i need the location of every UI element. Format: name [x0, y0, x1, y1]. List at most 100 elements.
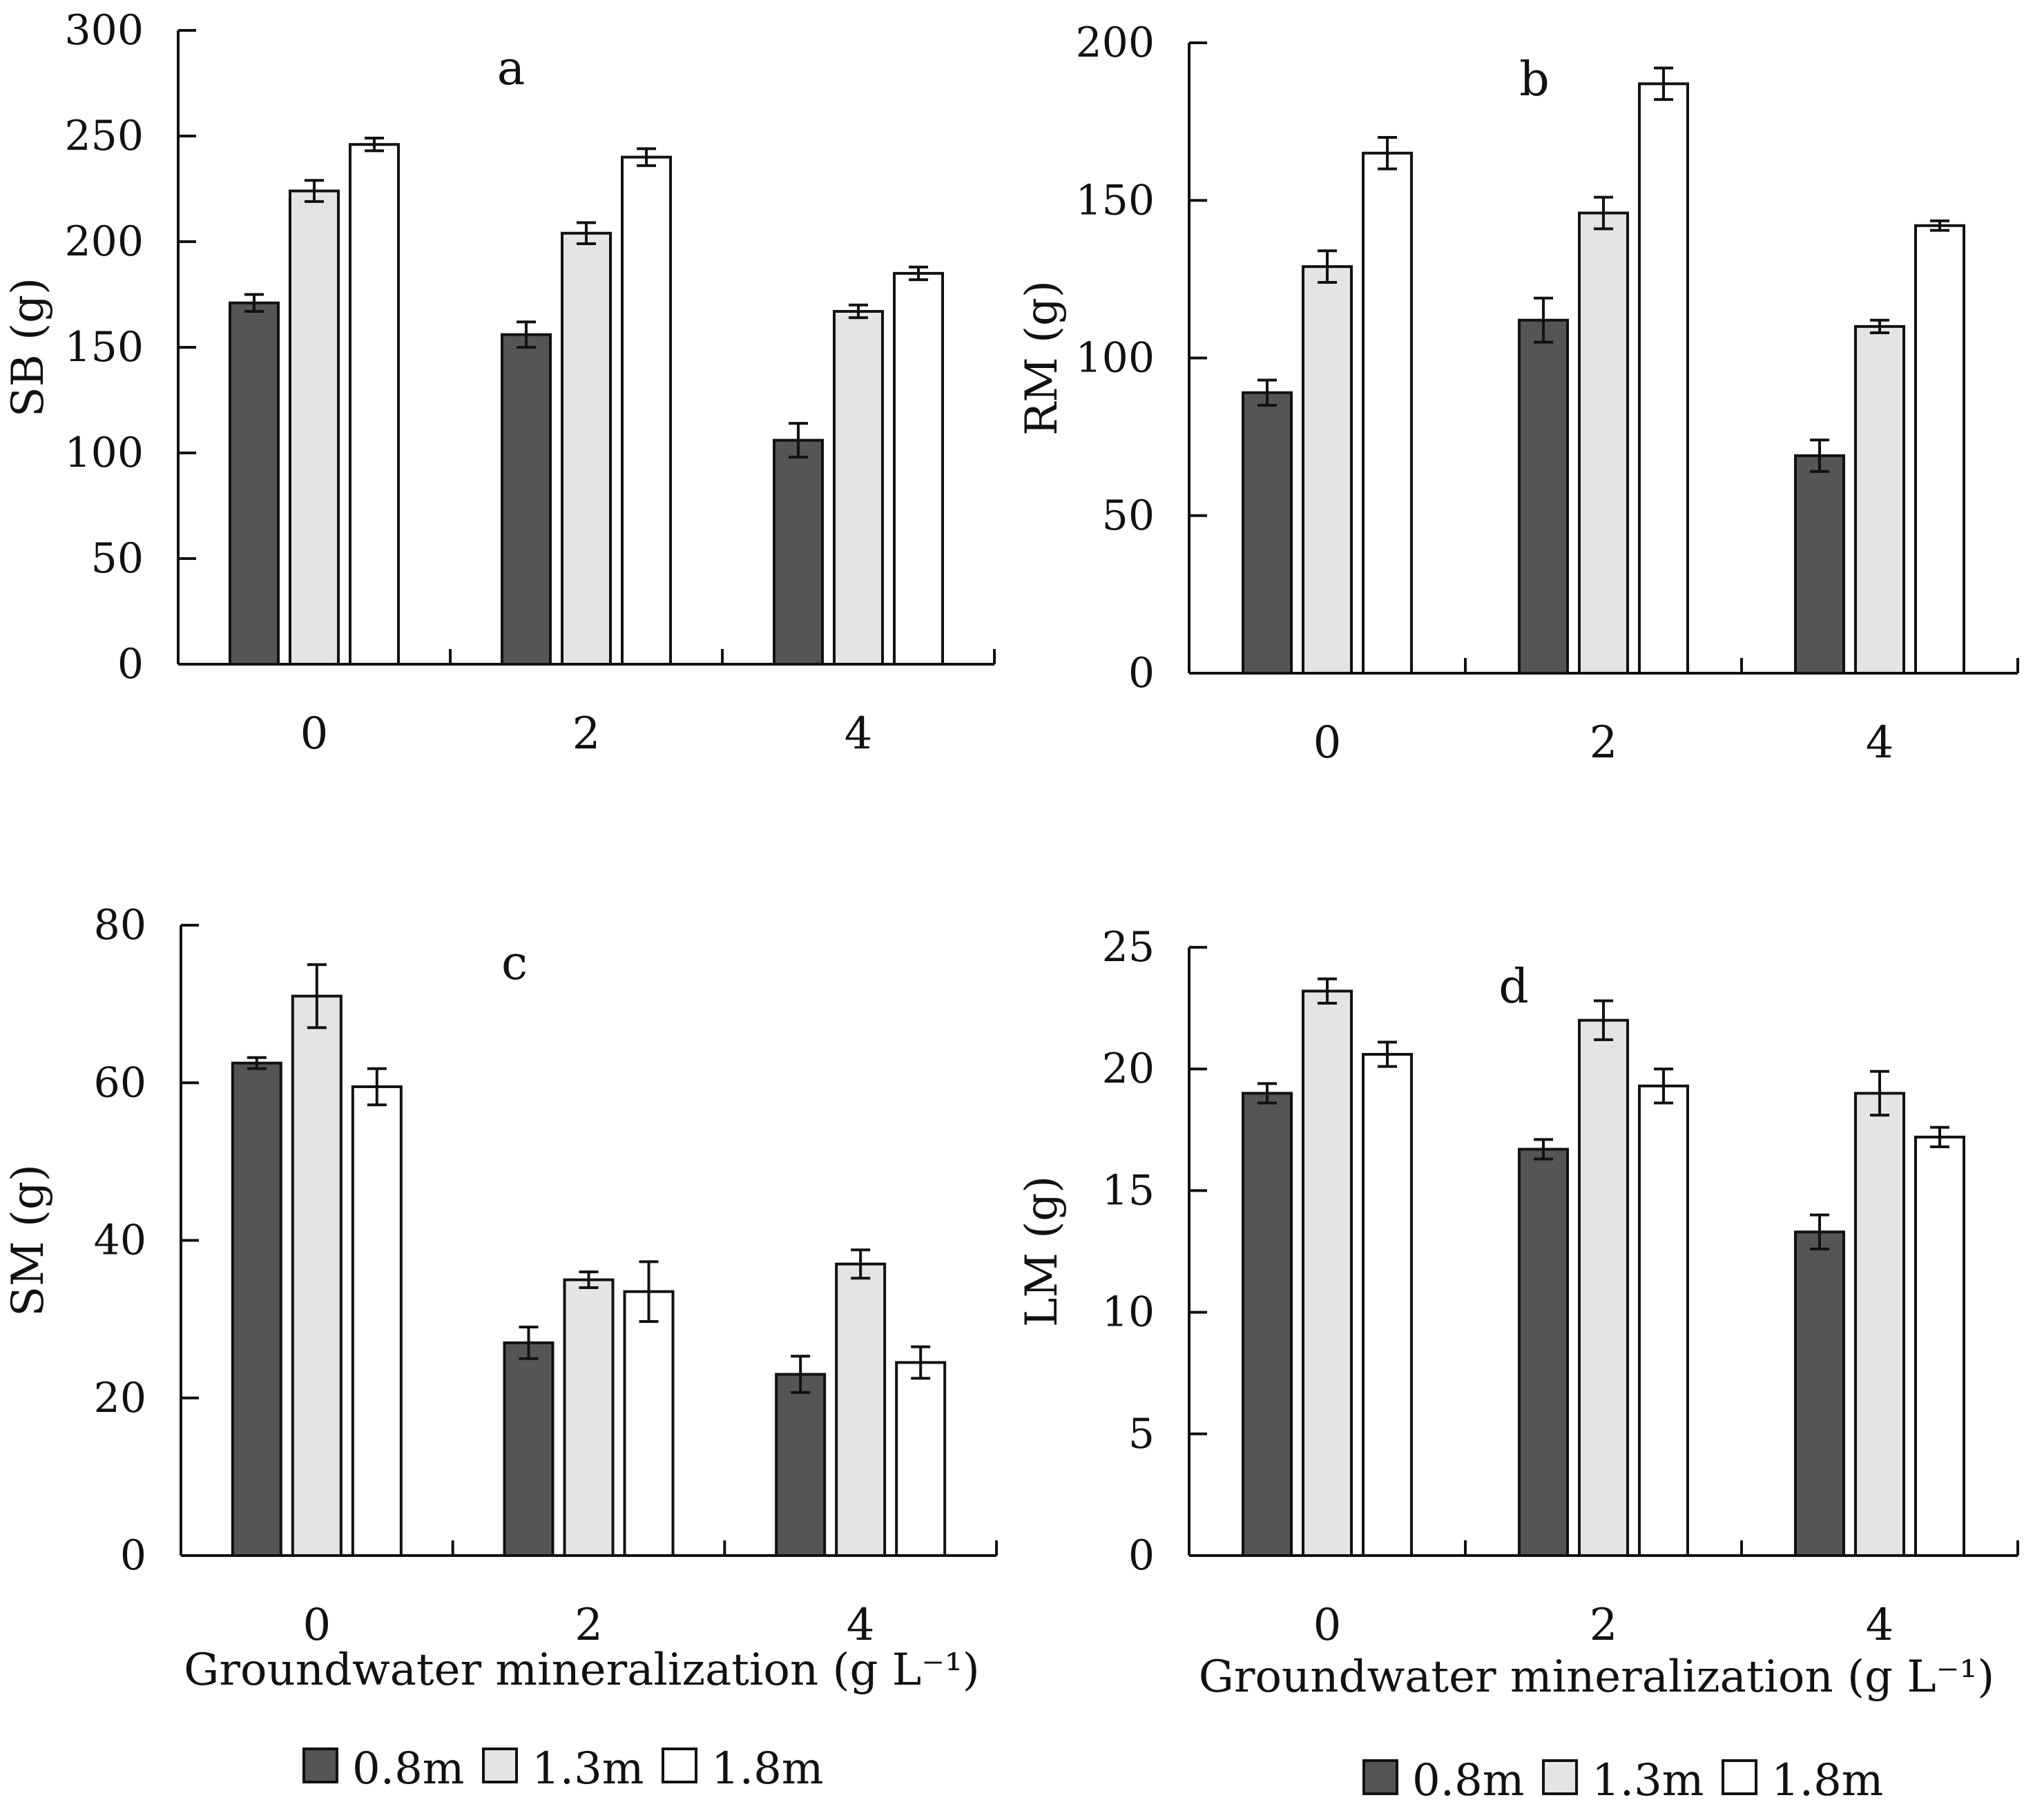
- bar-1.8m-2: [621, 155, 672, 666]
- y-tick-label: 5: [1128, 1410, 1155, 1458]
- x-tick-label: 2: [572, 708, 601, 759]
- x-tick-label: 2: [575, 1600, 603, 1651]
- panel-title: b: [1519, 52, 1550, 107]
- legend: 0.8m 1.3m 1.8m: [302, 1743, 823, 1794]
- bar-1.3m-4: [833, 309, 884, 666]
- bar-1.8m-4: [895, 1361, 947, 1558]
- y-tick-label: 60: [94, 1058, 146, 1107]
- chart-panel-b: 0 50 100 150 200 0 2 4 b RM (g): [1016, 19, 2019, 768]
- legend-label: 1.8m: [1771, 1755, 1883, 1806]
- legend-swatch-0.8m: [302, 1748, 338, 1783]
- bar-0.8m-2: [501, 333, 552, 666]
- x-axis-label: Groundwater mineralization (g L⁻¹): [184, 1645, 979, 1696]
- bar-1.8m-4: [893, 271, 944, 666]
- bar-0.8m-4: [773, 438, 824, 666]
- legend-label: 1.3m: [1592, 1755, 1704, 1806]
- bar-0.8m-4: [775, 1373, 827, 1557]
- y-tick-label: 10: [1102, 1288, 1155, 1337]
- panel-title: a: [497, 41, 526, 96]
- y-axis-label: SM (g): [3, 1164, 54, 1317]
- bar-1.8m-2: [1638, 1084, 1689, 1558]
- panel-title: c: [501, 936, 528, 991]
- bar-1.3m-0: [1302, 265, 1353, 675]
- bar-0.8m-0: [229, 301, 280, 666]
- chart-panel-c: 0 20 40 60 80 0 2 4 c SM (g) Groundwater mineraliz…: [3, 901, 998, 1794]
- bar-0.8m-4: [1794, 454, 1845, 675]
- panel-title: d: [1498, 960, 1529, 1014]
- y-tick-label: 300: [64, 6, 144, 55]
- bar-1.3m-4: [1854, 1092, 1905, 1557]
- bar-1.3m-4: [1854, 325, 1905, 675]
- y-tick-label: 50: [91, 534, 144, 583]
- bar-1.8m-0: [349, 143, 400, 666]
- y-axis-label: LM (g): [1016, 1176, 1068, 1327]
- legend-label: 1.3m: [532, 1743, 644, 1794]
- x-tick-label: 2: [1590, 717, 1618, 768]
- chart-panel-d: 0 5 10 15 20 25 0 2 4 d LM (g) Groundwater minerali…: [1016, 923, 2019, 1806]
- legend-label: 1.8m: [711, 1743, 823, 1794]
- bar-0.8m-2: [1518, 1148, 1569, 1557]
- legend-swatch-1.8m: [1722, 1759, 1757, 1795]
- bar-0.8m-0: [1242, 1092, 1293, 1557]
- bar-0.8m-0: [231, 1061, 282, 1557]
- y-tick-label: 25: [1102, 923, 1155, 971]
- bar-1.3m-2: [1578, 211, 1629, 675]
- y-tick-label: 20: [1102, 1045, 1155, 1093]
- y-tick-label: 200: [1075, 19, 1155, 67]
- y-tick-label: 15: [1102, 1166, 1155, 1214]
- bar-1.8m-4: [1914, 224, 1965, 675]
- bar-1.3m-2: [1578, 1018, 1629, 1557]
- y-tick-label: 150: [1075, 176, 1155, 224]
- y-tick-label: 40: [94, 1217, 146, 1265]
- x-tick-label: 4: [847, 1600, 875, 1651]
- legend-swatch-1.8m: [662, 1748, 697, 1783]
- y-tick-label: 80: [94, 901, 146, 949]
- bar-0.8m-4: [1794, 1230, 1845, 1557]
- bar-1.8m-2: [1638, 82, 1689, 675]
- bar-1.8m-0: [1362, 1053, 1413, 1557]
- x-axis-label: Groundwater mineralization (g L⁻¹): [1199, 1652, 1994, 1703]
- x-tick-label: 4: [1866, 1600, 1894, 1651]
- bar-1.3m-0: [291, 994, 343, 1557]
- y-tick-label: 250: [64, 112, 144, 160]
- x-tick-label: 0: [300, 708, 329, 759]
- legend-swatch-0.8m: [1362, 1759, 1398, 1795]
- bar-1.8m-2: [623, 1290, 675, 1558]
- y-tick-label: 150: [64, 323, 144, 371]
- bar-1.3m-4: [835, 1262, 887, 1558]
- chart-panel-a: 0 50 100 150 200 250 300 0 2 4 a SB (g): [3, 6, 996, 759]
- y-tick-label: 0: [1128, 649, 1155, 697]
- legend: 0.8m 1.3m 1.8m: [1362, 1755, 1883, 1806]
- legend-swatch-1.3m: [482, 1748, 518, 1783]
- bar-0.8m-2: [1518, 318, 1569, 675]
- bar-1.3m-0: [1302, 989, 1353, 1557]
- bar-0.8m-0: [1242, 391, 1293, 675]
- y-tick-label: 0: [120, 1531, 146, 1580]
- y-tick-label: 0: [117, 640, 144, 688]
- legend-label: 0.8m: [352, 1743, 464, 1794]
- legend-label: 0.8m: [1412, 1755, 1524, 1806]
- bar-1.3m-2: [561, 231, 612, 666]
- x-tick-label: 0: [1313, 1600, 1342, 1651]
- bar-1.3m-0: [289, 189, 340, 666]
- y-tick-label: 50: [1102, 492, 1155, 540]
- x-tick-label: 0: [302, 1600, 331, 1651]
- y-axis-label: SB (g): [3, 278, 54, 417]
- y-tick-label: 0: [1128, 1531, 1155, 1580]
- y-axis-label: RM (g): [1016, 280, 1068, 436]
- x-tick-label: 4: [1866, 717, 1894, 768]
- legend-swatch-1.3m: [1542, 1759, 1578, 1795]
- x-tick-label: 4: [845, 708, 873, 759]
- bar-1.3m-2: [563, 1278, 615, 1557]
- x-tick-label: 0: [1313, 717, 1342, 768]
- bar-0.8m-2: [503, 1341, 555, 1558]
- y-tick-label: 200: [64, 217, 144, 266]
- x-tick-label: 2: [1590, 1600, 1618, 1651]
- y-tick-label: 100: [1075, 334, 1155, 383]
- bar-1.8m-4: [1914, 1135, 1965, 1557]
- bar-1.8m-0: [1362, 151, 1413, 675]
- y-tick-label: 20: [94, 1374, 146, 1422]
- bar-1.8m-0: [351, 1085, 403, 1558]
- y-tick-label: 100: [64, 429, 144, 477]
